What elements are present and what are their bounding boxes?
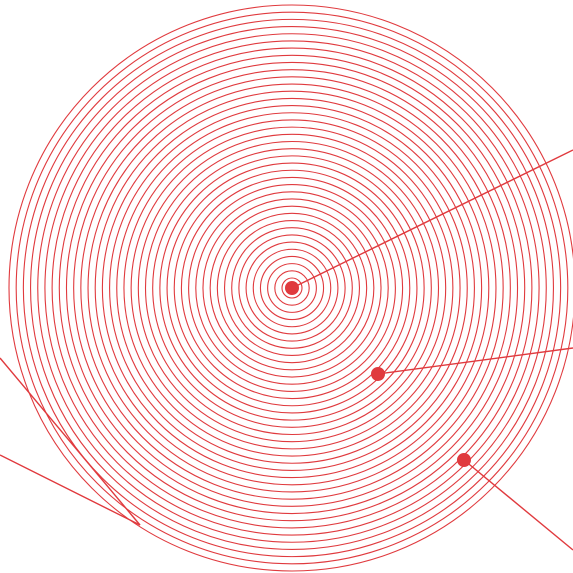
leader-line-middle (377, 347, 573, 375)
ring (166, 162, 418, 414)
concentric-rings (8, 4, 573, 572)
ring (195, 191, 389, 385)
ring (15, 11, 569, 565)
ring (94, 90, 490, 486)
ring (231, 227, 353, 349)
callout-dot-center[interactable] (285, 281, 299, 295)
leader-line-center (291, 149, 573, 289)
ring (180, 176, 404, 400)
ring (8, 4, 573, 572)
ring (173, 169, 411, 407)
ring (245, 241, 339, 335)
ring (281, 277, 303, 299)
ring (65, 61, 519, 515)
ring (152, 148, 432, 428)
ring (209, 205, 375, 371)
ring (73, 69, 511, 507)
ring (252, 248, 332, 328)
ring (144, 140, 440, 436)
ring (116, 112, 468, 464)
ring (274, 270, 310, 306)
ring (29, 25, 555, 551)
ring (101, 97, 483, 479)
callout-dot-outer[interactable] (457, 453, 471, 467)
callouts (285, 149, 573, 551)
ring (267, 263, 317, 313)
ring (188, 184, 396, 392)
ring (58, 54, 526, 522)
leader-line-outer (463, 459, 573, 551)
edge-line-left-upper (0, 357, 141, 526)
edge-lines (0, 357, 141, 526)
edge-line-left-lower (0, 454, 141, 526)
ring (137, 133, 447, 443)
ring (202, 198, 382, 378)
callout-dot-middle[interactable] (371, 367, 385, 381)
ring (223, 219, 361, 357)
ring (259, 255, 325, 321)
ring (123, 119, 461, 457)
ring (37, 33, 547, 543)
ring (159, 155, 425, 421)
ring (109, 105, 475, 471)
ring (51, 47, 533, 529)
ring (87, 83, 497, 493)
ring (130, 126, 454, 450)
ring (22, 18, 562, 558)
ring (44, 40, 540, 536)
ring (216, 212, 368, 364)
ring (238, 234, 346, 342)
ring (80, 76, 504, 500)
